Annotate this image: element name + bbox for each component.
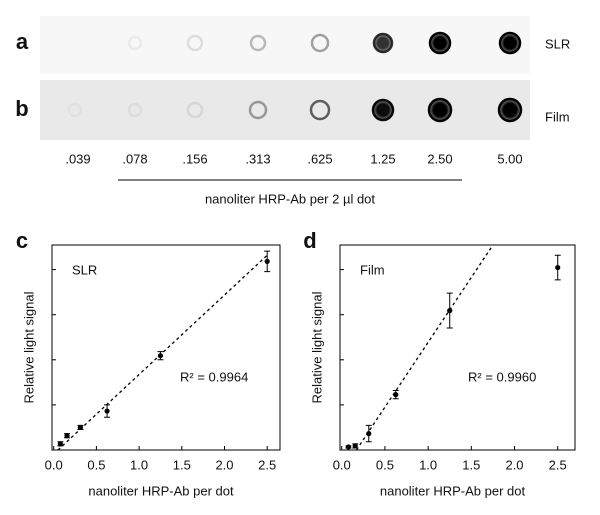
panel-letter: a bbox=[16, 29, 29, 54]
x-tick-label: 2.5 bbox=[258, 457, 276, 472]
data-point bbox=[555, 264, 561, 271]
blot-dot bbox=[186, 101, 204, 119]
dose-label: .625 bbox=[307, 151, 332, 166]
x-tick-label: 0.5 bbox=[376, 457, 394, 472]
fit-line bbox=[57, 254, 268, 451]
plot-frame bbox=[339, 244, 576, 451]
blot-dot bbox=[372, 32, 394, 54]
r2-label: R² = 0.9964 bbox=[180, 369, 248, 384]
data-point bbox=[393, 392, 399, 398]
blot-strip-a bbox=[40, 16, 530, 74]
annotation: Film bbox=[360, 262, 385, 277]
dose-label: .039 bbox=[65, 151, 90, 166]
blot-dot bbox=[127, 35, 143, 51]
row-label: SLR bbox=[545, 36, 570, 51]
blot-dot bbox=[428, 31, 452, 55]
x-tick-label: 2.5 bbox=[549, 457, 567, 472]
x-tick-label: 0.0 bbox=[45, 457, 63, 472]
panel-letter: c bbox=[16, 228, 28, 253]
data-point bbox=[64, 433, 70, 439]
panel-letter: b bbox=[15, 96, 28, 121]
blot-strip-b bbox=[40, 80, 530, 140]
data-point bbox=[77, 424, 84, 431]
blot-dot bbox=[371, 98, 395, 122]
x-tick-label: 1.5 bbox=[462, 457, 480, 472]
blot-dot bbox=[309, 99, 331, 121]
data-point bbox=[352, 443, 358, 449]
dose-label: .078 bbox=[122, 151, 147, 166]
row-label: Film bbox=[545, 109, 570, 124]
blot-dot bbox=[498, 31, 522, 55]
x-tick-label: 1.0 bbox=[419, 457, 437, 472]
blot-dot bbox=[249, 34, 267, 52]
x-axis-label: nanoliter HRP-Ab per dot bbox=[88, 483, 234, 498]
y-axis-label: Relative light signal bbox=[21, 291, 36, 403]
data-point bbox=[264, 258, 270, 264]
blot-dot bbox=[186, 34, 204, 52]
blot-dot bbox=[127, 102, 143, 118]
x-tick-label: 2.0 bbox=[215, 457, 233, 472]
data-point bbox=[104, 408, 110, 414]
annotation: SLR bbox=[72, 262, 97, 277]
dose-label: 2.50 bbox=[427, 151, 452, 166]
r2-label: R² = 0.9960 bbox=[468, 369, 536, 384]
y-axis-label: Relative light signal bbox=[309, 291, 324, 403]
data-point bbox=[447, 308, 453, 314]
dose-label: .313 bbox=[245, 151, 270, 166]
panel-letter: d bbox=[303, 228, 316, 253]
x-tick-label: 1.5 bbox=[173, 457, 191, 472]
data-point bbox=[157, 353, 164, 359]
blot-dot bbox=[248, 100, 268, 120]
x-tick-label: 0.0 bbox=[333, 457, 351, 472]
blot-dot bbox=[310, 33, 330, 53]
x-tick-label: 2.0 bbox=[505, 457, 523, 472]
dose-label: .156 bbox=[182, 151, 207, 166]
blot-caption: nanoliter HRP-Ab per 2 µl dot bbox=[205, 191, 375, 206]
blot-dot bbox=[497, 97, 523, 123]
x-tick-label: 1.0 bbox=[130, 457, 148, 472]
fit-line bbox=[355, 244, 494, 451]
dose-label: 1.25 bbox=[370, 151, 395, 166]
data-point bbox=[57, 441, 63, 447]
x-tick-label: 0.5 bbox=[87, 457, 105, 472]
data-point bbox=[366, 431, 372, 437]
blot-dot bbox=[427, 97, 453, 123]
x-axis-label: nanoliter HRP-Ab per dot bbox=[380, 483, 526, 498]
plot-frame bbox=[51, 244, 281, 451]
dose-label: 5.00 bbox=[497, 151, 522, 166]
data-point bbox=[345, 444, 352, 450]
